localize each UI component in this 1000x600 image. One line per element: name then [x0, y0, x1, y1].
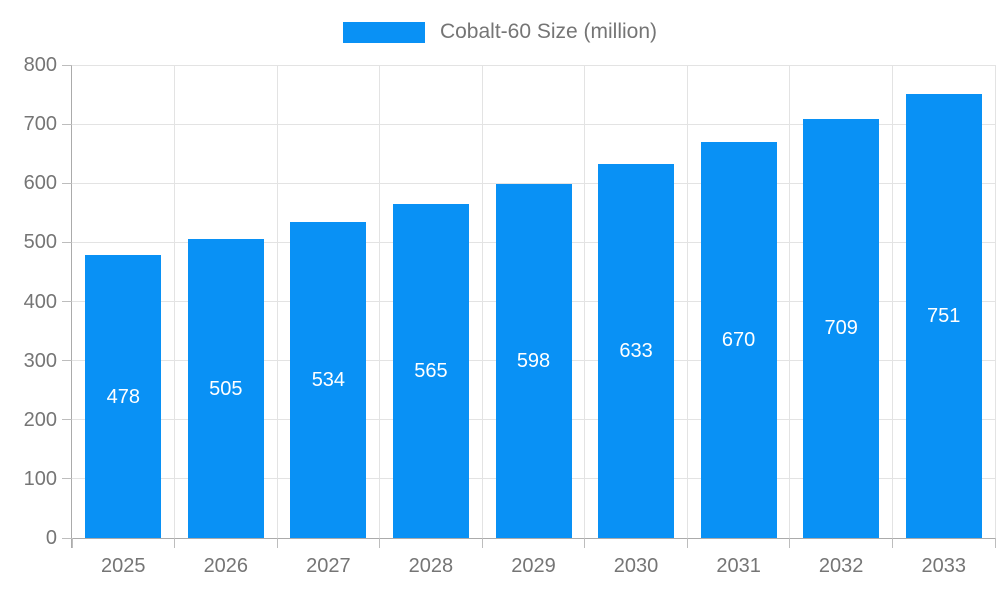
bar-value-label: 751	[927, 304, 961, 327]
y-gridline	[72, 64, 995, 66]
y-axis-label: 400	[23, 290, 57, 313]
bar-value-label: 534	[311, 369, 346, 392]
x-gridline	[276, 65, 278, 538]
y-axis-label: 500	[23, 231, 57, 254]
y-axis-tick	[62, 241, 72, 243]
y-axis-tick	[62, 537, 72, 539]
x-axis-tick	[71, 538, 73, 548]
x-gridline	[891, 65, 893, 538]
legend-label: Cobalt-60 Size (million)	[439, 20, 658, 43]
x-axis-tick	[379, 538, 381, 548]
bar-2028[interactable]	[392, 203, 469, 538]
bar-value-label: 709	[824, 317, 858, 340]
y-axis-tick	[62, 360, 72, 362]
y-axis-tick	[62, 64, 72, 66]
y-axis-label: 200	[23, 408, 57, 431]
x-gridline	[994, 65, 996, 538]
x-axis-label: 2028	[408, 555, 454, 577]
x-gridline	[686, 65, 688, 538]
bar-value-label: 598	[516, 350, 551, 373]
bar-2025[interactable]	[85, 255, 162, 538]
y-axis-label: 100	[23, 467, 57, 490]
bar-value-label: 633	[619, 339, 653, 362]
y-axis-tick	[62, 419, 72, 421]
y-axis-label: 0	[45, 527, 57, 549]
y-axis-label: 800	[23, 54, 57, 76]
x-gridline	[789, 65, 791, 538]
y-axis-label: 600	[23, 172, 57, 195]
y-axis-tick	[62, 478, 72, 480]
x-axis-tick	[891, 538, 893, 548]
bar-2030[interactable]	[598, 163, 675, 538]
y-axis-label: 300	[23, 349, 57, 372]
bar-2033[interactable]	[905, 93, 982, 538]
x-gridline	[481, 65, 483, 538]
bar-2031[interactable]	[700, 141, 777, 538]
x-axis-tick	[686, 538, 688, 548]
bar-value-label: 670	[721, 328, 756, 351]
bar-value-label: 478	[106, 385, 140, 408]
x-gridline	[379, 65, 381, 538]
x-axis-label: 2031	[716, 555, 761, 577]
y-axis-tick	[62, 301, 72, 302]
x-gridline	[174, 65, 176, 538]
y-axis-line	[71, 65, 72, 548]
x-axis-label: 2025	[101, 555, 146, 577]
y-axis-tick	[62, 123, 72, 125]
bar-2026[interactable]	[187, 239, 264, 538]
bar-2032[interactable]	[803, 118, 880, 538]
x-axis-tick	[174, 538, 176, 548]
x-axis-label: 2026	[203, 555, 249, 577]
x-gridline	[584, 65, 586, 538]
y-gridline	[72, 182, 995, 184]
bar-value-label: 565	[414, 359, 448, 382]
legend-swatch	[342, 21, 425, 43]
x-axis-tick	[994, 538, 996, 548]
x-axis-line	[62, 538, 995, 539]
y-gridline	[72, 123, 995, 125]
x-axis-label: 2030	[613, 555, 659, 577]
bar-value-label: 505	[209, 377, 243, 400]
x-axis-label: 2033	[921, 555, 966, 577]
x-axis-tick	[584, 538, 586, 548]
x-axis-label: 2027	[306, 555, 351, 577]
x-axis-label: 2029	[511, 555, 556, 577]
bar-2029[interactable]	[495, 184, 572, 538]
y-axis-tick	[62, 182, 72, 184]
x-axis-tick	[276, 538, 278, 548]
legend[interactable]: Cobalt-60 Size (million)	[0, 20, 1000, 44]
x-axis-label: 2032	[818, 555, 864, 577]
x-axis-tick	[481, 538, 483, 548]
y-axis-label: 700	[23, 113, 57, 136]
bar-2027[interactable]	[290, 222, 367, 538]
x-axis-tick	[789, 538, 791, 548]
